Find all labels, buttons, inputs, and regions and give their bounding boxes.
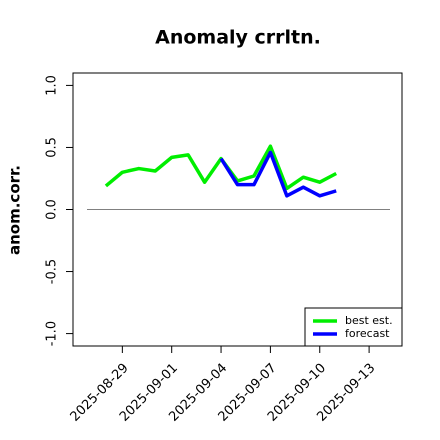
- y-tick-label: 0.0: [45, 199, 60, 220]
- series-line: [219, 150, 337, 198]
- y-tick-label: 1.0: [45, 75, 60, 96]
- legend-box: [304, 307, 403, 347]
- y-axis-label: anom.corr.: [6, 165, 24, 255]
- series-line: [104, 144, 338, 191]
- legend-label: best est.: [345, 314, 393, 327]
- chart-title: Anomaly crrltn.: [155, 27, 321, 49]
- y-tick-label: 0.5: [45, 137, 60, 158]
- legend-label: forecast: [345, 327, 390, 340]
- y-tick-label: -1.0: [45, 321, 60, 346]
- y-tick-label: -0.5: [45, 259, 60, 284]
